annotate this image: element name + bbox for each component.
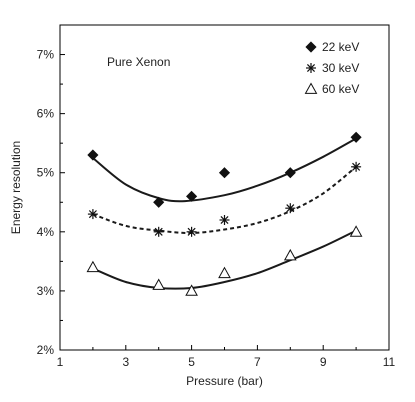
x-tick-label: 5 (188, 355, 195, 369)
legend-marker-series-1 (305, 41, 317, 53)
data-point-series-2 (219, 215, 230, 225)
y-tick-label: 2% (37, 343, 55, 357)
data-point-series-2 (87, 209, 98, 220)
y-axis-ticks: 2% 3% 4% 5% 6% 7% (37, 48, 65, 357)
data-markers (86, 131, 363, 296)
data-point-series-3 (185, 284, 198, 296)
data-point-series-2 (351, 161, 362, 172)
legend: 22 keV 30 keV 60 keV (304, 40, 359, 96)
x-tick-label: 9 (320, 355, 327, 369)
data-point-series-3 (283, 248, 297, 261)
legend-marker-series-3 (304, 82, 318, 94)
data-point-series-3 (86, 260, 100, 273)
x-tick-label: 3 (122, 355, 129, 369)
y-tick-label: 3% (37, 284, 55, 298)
annotation-pure-xenon: Pure Xenon (107, 55, 170, 69)
data-point-series-1 (186, 190, 198, 202)
fit-line-series-3 (92, 229, 357, 290)
legend-marker-series-2 (306, 63, 316, 73)
data-point-series-3 (349, 225, 363, 237)
legend-label-series-2: 30 keV (322, 61, 359, 75)
data-point-series-3 (218, 266, 231, 279)
x-tick-label: 7 (254, 355, 261, 369)
legend-label-series-3: 60 keV (322, 82, 359, 96)
fit-lines (92, 137, 357, 290)
data-point-series-2 (186, 226, 197, 237)
fit-line-series-1 (92, 137, 357, 203)
legend-label-series-1: 22 keV (322, 40, 359, 54)
data-point-series-1 (284, 167, 296, 179)
y-tick-label: 6% (37, 107, 55, 121)
x-tick-label: 11 (383, 355, 396, 369)
y-tick-label: 7% (37, 48, 55, 62)
y-axis-title: Energy resolution (9, 141, 23, 234)
data-point-series-2 (285, 203, 296, 214)
data-point-series-1 (350, 131, 362, 143)
data-point-series-1 (87, 149, 99, 161)
fit-line-series-2 (92, 166, 357, 235)
data-point-series-2 (153, 226, 164, 237)
data-point-series-3 (152, 278, 166, 290)
data-point-series-1 (218, 167, 231, 179)
x-axis-ticks: 1 3 5 7 9 11 (57, 345, 396, 369)
y-tick-label: 4% (37, 225, 55, 239)
y-tick-label: 5% (37, 166, 55, 180)
x-axis-title: Pressure (bar) (186, 374, 263, 388)
data-point-series-1 (153, 196, 165, 208)
x-tick-label: 1 (57, 355, 64, 369)
